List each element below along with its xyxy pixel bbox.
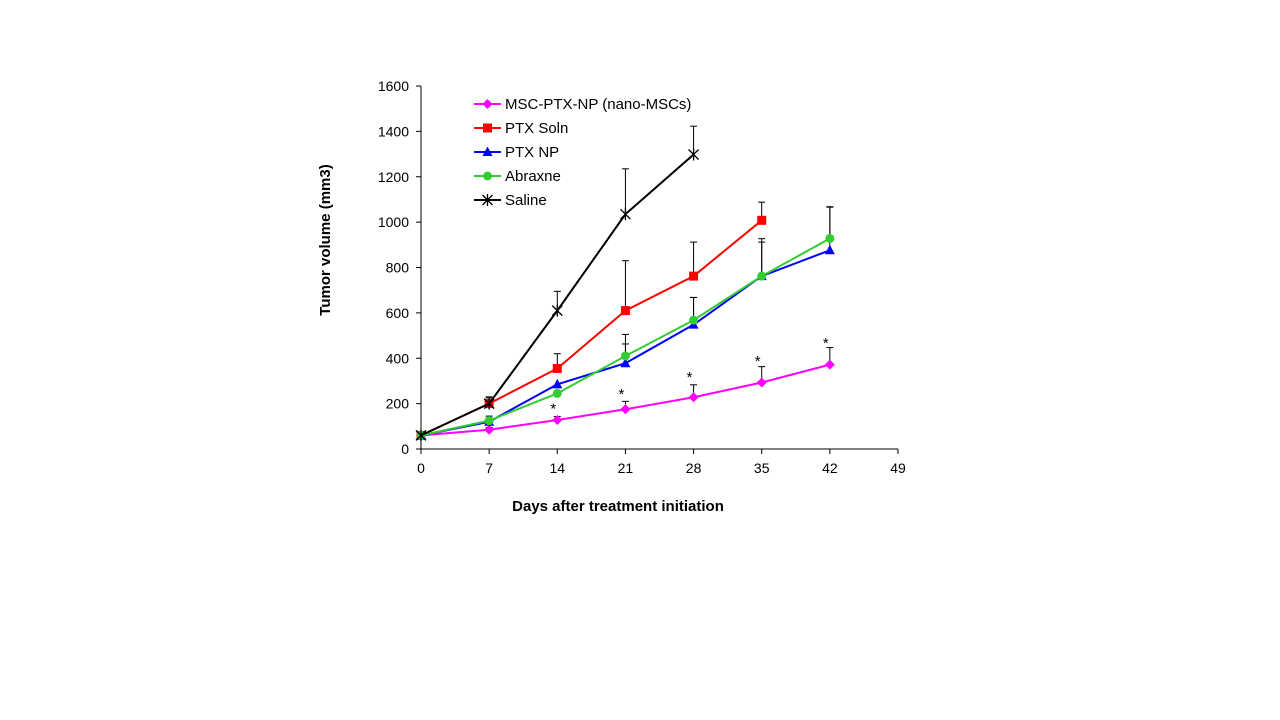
data-point-abraxne (825, 233, 835, 243)
y-tick-label: 1600 (378, 78, 409, 94)
y-axis-title: Tumor volume (mm3) (317, 164, 334, 315)
error-bar-saline (621, 168, 629, 215)
data-point-msc-ptx-np-nano-mscs (688, 392, 699, 403)
data-point-abraxne (757, 271, 767, 281)
data-point-abraxne (620, 351, 630, 361)
data-point-ptx-soln (620, 306, 630, 316)
legend-entry-abraxne: Abraxne (474, 168, 561, 185)
legend-label: PTX Soln (505, 120, 568, 137)
data-point-msc-ptx-np-nano-mscs (552, 414, 563, 425)
legend-swatch-marker (482, 194, 493, 206)
legend-label: PTX NP (505, 144, 559, 161)
legend-entry-ptx-soln: PTX Soln (474, 120, 568, 137)
data-point-msc-ptx-np-nano-mscs (484, 424, 495, 435)
data-point-saline (551, 304, 563, 317)
x-tick-label: 14 (549, 460, 565, 476)
error-bar-abraxne (758, 241, 766, 277)
data-point-ptx-np (552, 378, 563, 389)
series-ptx-soln (416, 215, 767, 440)
error-bars (417, 125, 834, 436)
significance-annotations: * * * * * (550, 335, 829, 418)
data-point-saline (483, 397, 495, 410)
error-bar-abraxne (826, 206, 834, 239)
data-point-saline (619, 208, 631, 221)
legend-swatch-marker (483, 123, 492, 133)
y-tick-label: 800 (386, 260, 410, 276)
data-point-ptx-soln (689, 271, 699, 281)
series-msc-ptx-np-nano-mscs (416, 359, 835, 441)
significance-asterisk: * (687, 369, 693, 386)
significance-asterisk: * (619, 386, 625, 403)
legend-label: Abraxne (505, 168, 561, 185)
error-bar-ptx-soln (621, 260, 629, 311)
significance-asterisk: * (550, 401, 556, 418)
x-axis-title: Days after treatment initiation (512, 498, 724, 515)
y-tick-label: 0 (401, 441, 409, 457)
series-saline (415, 148, 700, 442)
legend: MSC-PTX-NP (nano-MSCs) PTX Soln PTX NP Abra… (474, 96, 691, 209)
y-tick-label: 1200 (378, 169, 409, 185)
data-point-msc-ptx-np-nano-mscs (756, 377, 767, 388)
data-point-msc-ptx-np-nano-mscs (620, 404, 631, 415)
data-point-abraxne (484, 416, 494, 426)
y-tick-label: 1400 (378, 123, 409, 139)
legend-entry-ptx-np: PTX NP (474, 144, 559, 161)
legend-entry-saline: Saline (474, 192, 547, 209)
x-tick-label: 7 (485, 460, 493, 476)
data-point-abraxne (552, 388, 562, 398)
y-tick-label: 400 (386, 350, 410, 366)
x-tick-label: 35 (754, 460, 770, 476)
x-tick-label: 0 (417, 460, 425, 476)
legend-label: Saline (505, 192, 547, 209)
data-point-saline (415, 429, 427, 442)
error-bar-ptx-soln (690, 241, 698, 277)
axes: 0 200 400 600 800 1000 1200 1400 1600 0 7 14 21 28 35 4… (378, 78, 906, 476)
x-tick-label: 49 (890, 460, 906, 476)
legend-label: MSC-PTX-NP (nano-MSCs) (505, 96, 691, 113)
legend-swatch-marker (483, 171, 492, 181)
series-line-ptx-soln (420, 219, 763, 437)
significance-asterisk: * (823, 335, 829, 352)
x-tick-label: 42 (822, 460, 838, 476)
series-line-msc-ptx-np-nano-mscs (420, 363, 831, 437)
y-tick-label: 200 (386, 396, 410, 412)
legend-entry-msc-ptx-np-nano-mscs: MSC-PTX-NP (nano-MSCs) (474, 96, 691, 113)
series-lines (415, 148, 835, 442)
legend-swatch-marker (482, 99, 493, 109)
x-tick-label: 28 (686, 460, 702, 476)
data-point-saline (688, 148, 700, 161)
y-tick-label: 600 (386, 305, 410, 321)
y-tick-label: 1000 (378, 214, 409, 230)
legend-swatch-marker (482, 146, 493, 156)
x-tick-label: 21 (618, 460, 634, 476)
data-point-msc-ptx-np-nano-mscs (824, 359, 835, 370)
data-point-ptx-soln (552, 363, 562, 373)
data-point-ptx-np (620, 357, 631, 368)
data-point-abraxne (689, 315, 699, 325)
data-point-ptx-np (824, 244, 835, 255)
data-point-ptx-soln (757, 215, 767, 225)
significance-asterisk: * (755, 353, 761, 370)
